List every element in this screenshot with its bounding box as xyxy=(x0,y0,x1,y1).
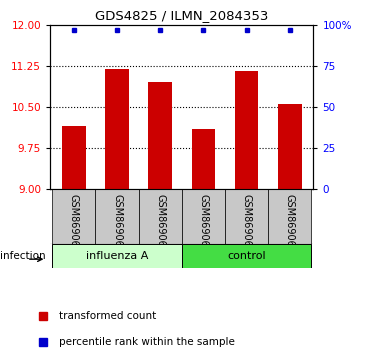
Bar xyxy=(148,82,172,189)
Text: transformed count: transformed count xyxy=(59,311,156,321)
Bar xyxy=(191,129,215,189)
Text: GSM869068: GSM869068 xyxy=(285,194,295,253)
Bar xyxy=(105,69,129,189)
Text: GSM869067: GSM869067 xyxy=(112,194,122,253)
Text: GSM869064: GSM869064 xyxy=(198,194,209,253)
Bar xyxy=(52,244,182,268)
Bar xyxy=(139,189,182,244)
Bar xyxy=(95,189,139,244)
Text: percentile rank within the sample: percentile rank within the sample xyxy=(59,337,235,347)
Text: GSM869069: GSM869069 xyxy=(155,194,165,253)
Bar xyxy=(268,189,311,244)
Text: GSM869066: GSM869066 xyxy=(242,194,252,253)
Text: influenza A: influenza A xyxy=(86,251,148,261)
Bar xyxy=(235,72,259,189)
Bar xyxy=(62,126,86,189)
Bar xyxy=(182,244,311,268)
Text: control: control xyxy=(227,251,266,261)
Bar xyxy=(225,189,268,244)
Text: GSM869065: GSM869065 xyxy=(69,194,79,253)
Title: GDS4825 / ILMN_2084353: GDS4825 / ILMN_2084353 xyxy=(95,9,269,22)
Text: infection: infection xyxy=(0,251,46,261)
Bar xyxy=(182,189,225,244)
Bar xyxy=(52,189,95,244)
Bar xyxy=(278,104,302,189)
